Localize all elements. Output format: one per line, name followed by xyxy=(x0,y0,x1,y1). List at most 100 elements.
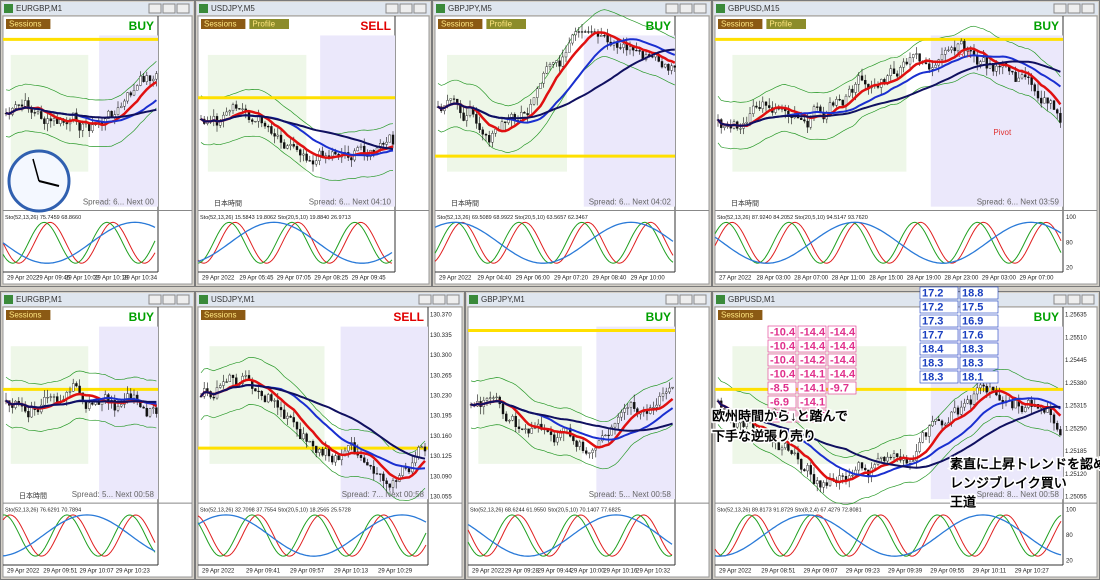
band-line xyxy=(717,415,1061,506)
candle-body xyxy=(841,99,844,106)
candle-body xyxy=(956,407,960,415)
candle-body xyxy=(334,455,337,463)
window-button[interactable] xyxy=(446,294,460,305)
window-button[interactable] xyxy=(399,3,413,14)
window-button[interactable] xyxy=(1081,294,1095,305)
candle-body xyxy=(985,57,988,69)
chart-window[interactable]: GBPUSD,M15 Sessions Profile BUY Spread: 6...… xyxy=(712,0,1100,287)
tag-box xyxy=(249,19,289,29)
window-button[interactable] xyxy=(665,294,679,305)
pink-table-value: -14.1 xyxy=(800,368,825,380)
candle-body xyxy=(571,34,574,44)
tag-box xyxy=(6,310,51,320)
candle-body xyxy=(321,448,324,456)
window-button[interactable] xyxy=(1067,294,1081,305)
spread-label: Spread: 6... Next 00 xyxy=(83,198,155,207)
time-label: 29 Apr 2022 xyxy=(202,569,235,575)
window-button[interactable] xyxy=(148,294,162,305)
candle-body xyxy=(844,476,848,480)
window-button[interactable] xyxy=(1081,3,1095,14)
band-line xyxy=(5,417,157,432)
candle-body xyxy=(520,111,523,121)
candle-body xyxy=(979,61,982,65)
candle-body xyxy=(819,480,822,488)
candle-body xyxy=(594,447,597,451)
candle-body xyxy=(793,452,796,454)
candle-body xyxy=(857,75,860,85)
candle-body xyxy=(337,455,340,461)
blue-table-cell xyxy=(919,342,959,356)
candle-body xyxy=(270,126,273,134)
chart-window[interactable]: EURGBP,M1 Sessions BUY Spread: 5... Next 00… xyxy=(0,291,195,580)
candle-body xyxy=(254,388,257,392)
candle-body xyxy=(622,43,625,48)
blue-table-cell xyxy=(919,356,959,370)
candle-body xyxy=(363,457,366,463)
chart-window[interactable]: EURGBP,M1 Sessions BUY Spread: 6... Next 00… xyxy=(0,0,195,287)
oscillator xyxy=(197,221,393,264)
candle-body xyxy=(928,425,931,437)
candle-body xyxy=(558,60,561,67)
window-button[interactable] xyxy=(679,294,693,305)
candle-body xyxy=(816,106,819,108)
session-box xyxy=(320,35,395,207)
title-bar xyxy=(197,2,430,15)
candle-body xyxy=(953,407,956,413)
annotation: 欧州時間から↓と踏んで xyxy=(712,408,848,423)
window-button[interactable] xyxy=(693,3,707,14)
window-button[interactable] xyxy=(162,3,176,14)
window-button[interactable] xyxy=(413,3,427,14)
title-bar xyxy=(2,2,193,15)
oscillator xyxy=(714,514,1062,557)
chart-window[interactable]: GBPJPY,M5 Sessions Profile BUY Spread: 6... … xyxy=(432,0,712,287)
chart-window[interactable]: USDJPY,M1 Sessions SELL Spread: 7... Next 0… xyxy=(195,291,465,580)
candle-body xyxy=(915,451,918,461)
price-label: 130.370 xyxy=(430,313,452,319)
window-button[interactable] xyxy=(176,3,190,14)
window-title: GBPJPY,M1 xyxy=(481,295,525,304)
candle-body xyxy=(755,105,758,108)
candle-body xyxy=(536,88,539,98)
window-button[interactable] xyxy=(665,3,679,14)
candle-body xyxy=(132,90,136,96)
candle-body xyxy=(132,394,136,399)
candle-body xyxy=(40,111,43,119)
candle-body xyxy=(585,450,588,454)
candle-body xyxy=(505,413,508,422)
blue-table-cell xyxy=(919,328,959,342)
window-button[interactable] xyxy=(162,294,176,305)
window-button[interactable] xyxy=(1053,3,1067,14)
candle-body xyxy=(575,440,578,447)
chart-window[interactable]: GBPUSD,M1 Sessions BUY Spread: 8... Next 00… xyxy=(712,291,1100,580)
pink-table-cell xyxy=(767,325,797,339)
window-button[interactable] xyxy=(176,294,190,305)
candle-body xyxy=(1011,70,1014,73)
blue-table-value: 17.2 xyxy=(922,287,943,299)
chart-window[interactable]: USDJPY,M5 Sessions Profile SELL Spread: 6...… xyxy=(195,0,432,287)
candle-body xyxy=(65,122,69,125)
spread-label: Spread: 6... Next 04:10 xyxy=(309,198,392,207)
window-button[interactable] xyxy=(679,3,693,14)
time-label: 29 Apr 10:23 xyxy=(116,569,151,575)
window-title: EURGBP,M1 xyxy=(16,4,63,13)
chart-window[interactable]: GBPJPY,M1 BUY Spread: 5... Next 00:58 Sto(5… xyxy=(465,291,712,580)
window-button[interactable] xyxy=(693,294,707,305)
indicator-label: Sto(52,13,26) 15.5843 19.8062 Sto(20,5,1… xyxy=(200,215,351,221)
candle-body xyxy=(581,441,585,451)
window-button[interactable] xyxy=(1053,294,1067,305)
oscillator xyxy=(467,514,673,557)
candle-body xyxy=(860,462,864,469)
window-button[interactable] xyxy=(432,294,446,305)
candle-body xyxy=(545,66,548,74)
window-button[interactable] xyxy=(418,294,432,305)
candle-body xyxy=(625,43,628,51)
window-button[interactable] xyxy=(148,3,162,14)
candle-body xyxy=(1036,90,1040,99)
time-label: 29 Apr 09:55 xyxy=(930,569,965,575)
candle-body xyxy=(414,456,417,464)
time-label: 28 Apr 23:00 xyxy=(944,276,979,282)
window-button[interactable] xyxy=(385,3,399,14)
candle-body xyxy=(273,133,276,137)
candle-body xyxy=(1023,407,1027,413)
window-button[interactable] xyxy=(1067,3,1081,14)
